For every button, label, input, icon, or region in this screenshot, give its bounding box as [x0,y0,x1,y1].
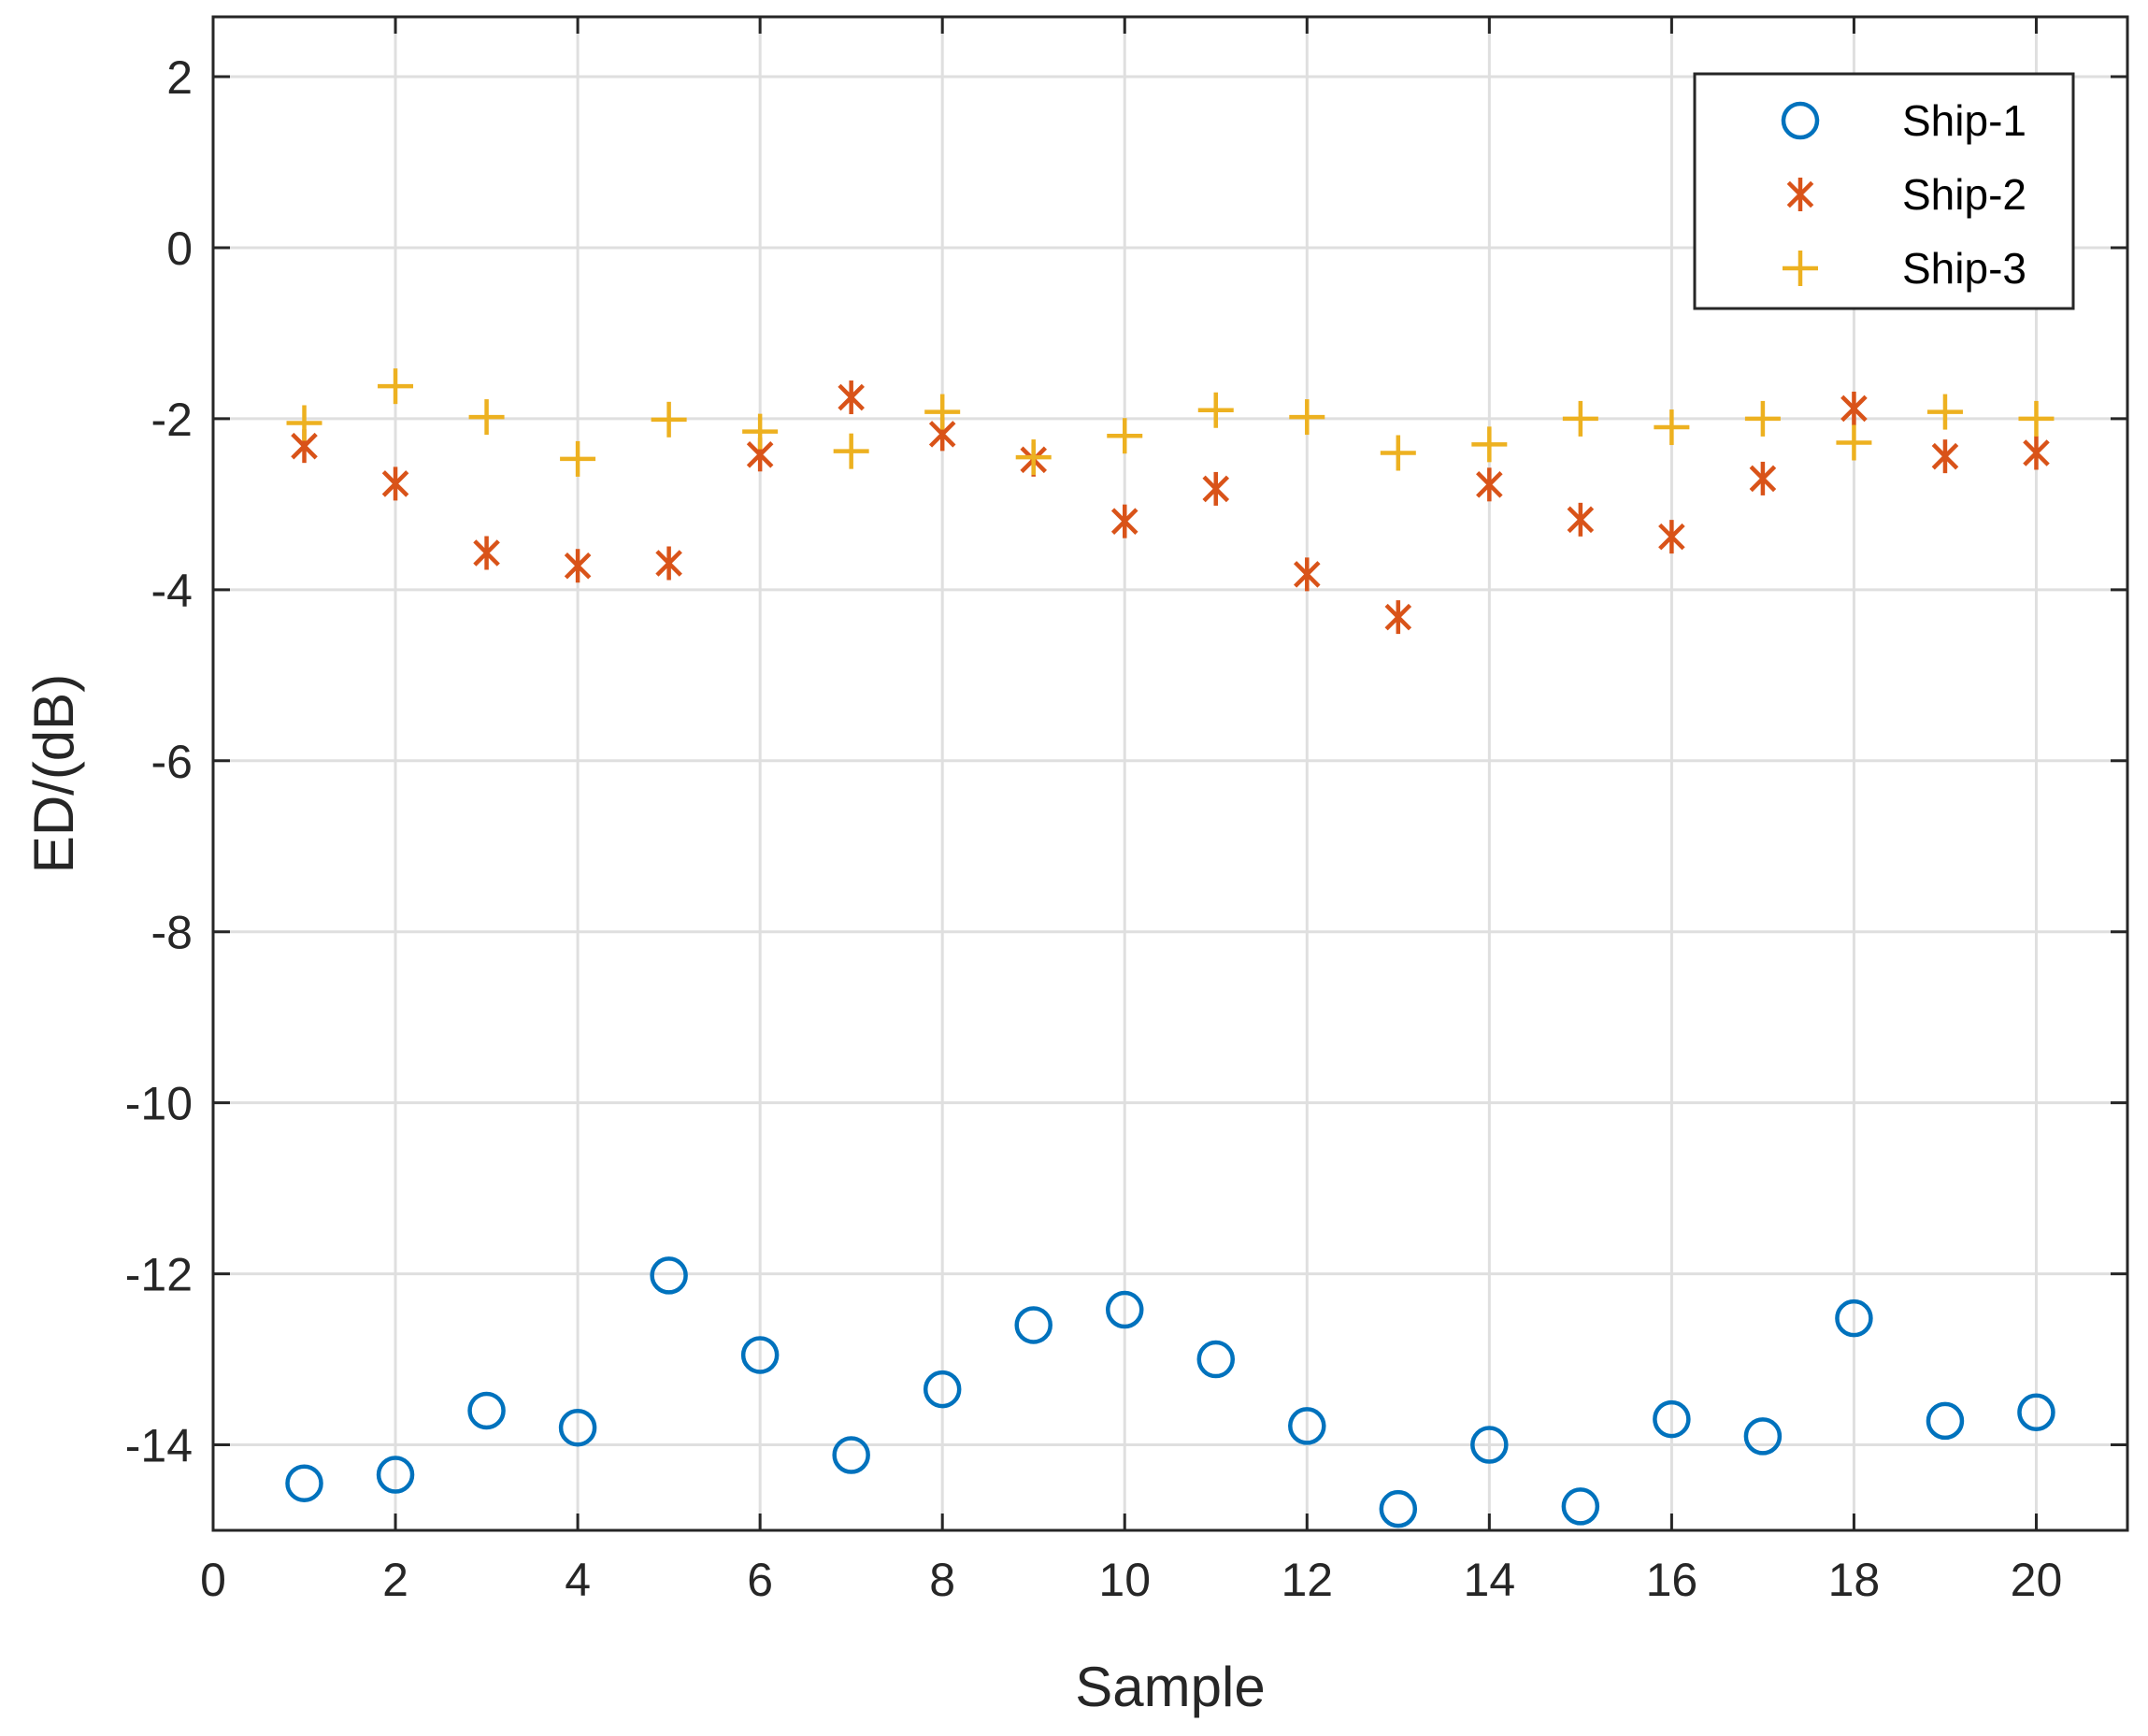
y-tick-label: -2 [151,394,193,446]
y-tick-label: -12 [125,1249,193,1301]
legend: Ship-1 Ship-2 Ship-3 [1693,72,2075,310]
data-point [740,1336,780,1374]
legend-label: Ship-2 [1902,170,2026,219]
data-point [1835,1298,1873,1338]
data-point [2017,1393,2055,1432]
data-point [1931,439,1959,474]
series-ship-3 [286,368,2055,477]
data-point [1289,399,1325,436]
legend-label: Ship-3 [1902,244,2026,293]
data-point [655,546,682,581]
data-point [651,401,687,438]
y-tick-label: -10 [125,1078,193,1130]
data-point [381,466,409,501]
legend-label: Ship-1 [1902,96,2026,145]
data-point [468,399,505,436]
data-point [1653,1399,1691,1439]
series-ship-1 [285,1256,2055,1528]
data-point [1471,426,1508,463]
data-point [923,1370,962,1409]
data-point [1658,520,1685,554]
data-point [1105,1290,1144,1329]
data-point [1380,435,1416,471]
data-point [1202,471,1230,506]
data-point [1288,1407,1326,1445]
y-tick-label: 2 [166,51,193,104]
data-point [1015,439,1052,476]
data-point [1562,400,1598,437]
x-tick-label: 0 [200,1554,226,1606]
data-point [2023,436,2050,470]
data-point [1840,391,1868,425]
plot-frame [211,15,2129,1532]
data-series [285,368,2055,1528]
data-point [1293,557,1321,592]
data-point [560,440,596,477]
legend-marker-asterisk [1786,178,1814,211]
x-tick-label: 8 [929,1554,955,1606]
data-point [467,1391,506,1430]
x-axis-title: Sample [1075,1656,1265,1718]
y-axis-title: ED/(dB) [22,674,85,873]
data-point [832,1436,870,1474]
data-point [1836,424,1872,461]
y-tick-label: -8 [151,907,193,959]
legend-item: Ship-1 [1781,96,2026,145]
x-tick-label: 2 [382,1554,408,1606]
data-point [1470,1426,1509,1464]
legend-marker-circle [1781,101,1820,140]
y-tick-label: -4 [151,565,193,617]
x-tick-label: 14 [1464,1554,1516,1606]
data-point [378,368,414,405]
x-tick-label: 12 [1281,1554,1333,1606]
data-point [2018,400,2055,437]
legend-item: Ship-3 [1783,244,2026,293]
data-point [285,1464,323,1502]
data-point [1196,1340,1236,1379]
data-point [1197,392,1234,428]
x-tick-label: 20 [2011,1554,2063,1606]
grid [211,17,2127,1530]
data-point [1926,394,1963,430]
x-tick-label: 18 [1828,1554,1881,1606]
data-point [1384,600,1412,635]
data-point [1110,504,1138,538]
data-point [833,433,869,469]
data-point [924,394,961,430]
data-point [376,1456,415,1494]
data-point [650,1256,688,1295]
data-point [1654,409,1690,446]
data-point [1476,467,1503,502]
data-point [742,413,779,450]
x-tick-label: 16 [1646,1554,1698,1606]
data-point [1107,418,1143,454]
data-point [1926,1401,1965,1441]
data-point [838,380,865,415]
x-tick-label: 10 [1098,1554,1151,1606]
data-point [1014,1306,1053,1344]
data-point [1743,1417,1783,1456]
legend-box [1693,72,2075,310]
legend-item: Ship-2 [1786,170,2026,219]
y-tick-label: -6 [151,736,193,788]
x-tick-label: 6 [747,1554,773,1606]
y-tick-label: -14 [125,1420,193,1472]
data-point [473,536,500,570]
data-point [1379,1489,1418,1528]
data-point [1567,502,1595,537]
x-tick-label: 4 [565,1554,591,1606]
data-point [564,549,592,583]
data-point [558,1408,597,1447]
legend-marker-plus [1783,251,1818,286]
data-point [1561,1487,1600,1526]
data-point [1744,400,1781,437]
y-tick-label: 0 [166,222,193,275]
data-point [286,405,322,441]
data-point [1749,461,1777,495]
